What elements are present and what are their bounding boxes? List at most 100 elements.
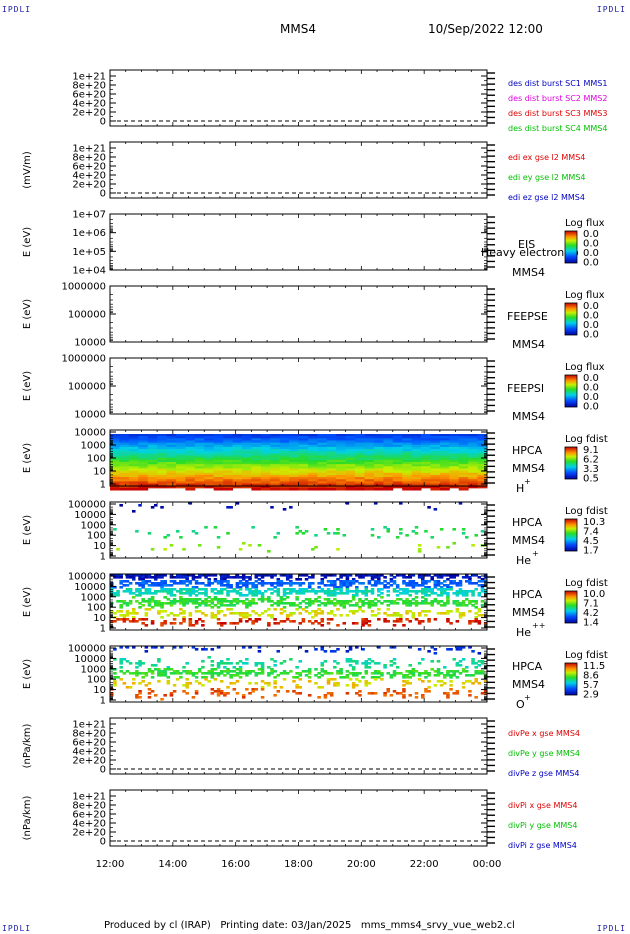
heatmap-cell [411,434,422,437]
heatmap-cell [232,674,237,677]
heatmap-cell [182,574,186,577]
heatmap-cell [477,672,482,675]
heatmap-cell [323,590,328,593]
heatmap-cell [317,434,328,437]
heatmap-cell [216,592,221,595]
heatmap-cell [414,584,419,587]
heatmap-cell [402,470,413,474]
heatmap-cell [389,646,394,649]
heatmap-cell [235,674,240,677]
colorbar-tick-label: 3.3 [583,464,599,475]
heatmap-cell [355,692,359,695]
heatmap-cell [468,459,479,463]
heatmap-cell [270,483,281,487]
heatmap-cell [210,674,215,677]
heatmap-cell [455,648,460,651]
heatmap-cell [295,596,299,599]
heatmap-cell [204,648,208,651]
heatmap-cell [458,582,463,585]
heatmap-cell [402,455,413,459]
heatmap-cell [279,487,290,491]
heatmap-cell [248,592,252,595]
heatmap-cell [122,658,127,661]
heatmap-cell [175,451,186,454]
heatmap-cell [204,464,215,467]
heatmap-cell [292,690,296,693]
heatmap-cell [207,596,211,599]
heatmap-cell [348,664,353,667]
heatmap-cell [270,672,274,675]
y-tick-label: 2e+20 [72,180,106,191]
heatmap-cell [289,474,299,478]
heatmap-cell [364,477,375,480]
heatmap-cell [125,610,130,613]
heatmap-cell [223,462,234,465]
heatmap-cell [204,446,215,450]
heatmap-cell [389,600,394,603]
heatmap-cell [339,600,343,603]
heatmap-cell [480,586,485,589]
heatmap-cell [175,600,180,603]
heatmap-cell [345,487,356,491]
heatmap-cell [141,574,145,577]
heatmap-cell [251,584,255,587]
heatmap-cell [427,690,431,693]
heatmap-cell [153,664,158,667]
heatmap-cell [402,438,413,441]
heatmap-cell [166,455,177,459]
heatmap-cell [185,451,196,454]
heatmap-cell [402,580,406,583]
heatmap-cell [201,612,205,615]
heatmap-cell [273,676,277,679]
heatmap-cell [307,457,318,461]
heatmap-cell [449,451,460,454]
heatmap-cell [355,457,365,461]
heatmap-cell [430,470,441,474]
heatmap-cell [461,614,466,617]
heatmap-cell [185,576,189,579]
heatmap-cell [417,620,422,623]
heatmap-cell [446,592,450,595]
heatmap-cell [421,477,431,480]
heatmap-cell [204,440,215,444]
heatmap-cell [307,440,318,444]
heatmap-cell [295,608,299,611]
heatmap-cell [336,481,347,485]
heatmap-cell [169,622,174,625]
heatmap-cell [389,674,394,677]
heatmap-cell [458,481,469,485]
heatmap-cell [194,444,205,448]
heatmap-cell [430,455,441,459]
heatmap-cell [414,600,419,603]
panel-frame [109,69,488,127]
heatmap-cell [113,676,117,679]
heatmap-cell [439,672,444,675]
heatmap-cell [392,674,397,677]
colorbar-tick-label: 0.0 [583,229,599,240]
heatmap-cell [458,455,469,459]
heatmap-cell [144,672,149,675]
heatmap-cell [345,479,356,482]
heatmap-cell [204,485,215,489]
heatmap-cell [373,436,384,439]
heatmap-cell [232,455,243,459]
heatmap-cell [282,670,287,673]
heatmap-cell [194,576,199,579]
heatmap-cell [345,464,356,467]
heatmap-cell [367,600,372,603]
heatmap-cell [270,592,274,595]
heatmap-cell [326,618,331,621]
heatmap-cell [213,580,218,583]
heatmap-cell [175,530,180,533]
heatmap-cell [430,604,434,607]
heatmap-cell [320,674,325,677]
heatmap-cell [408,694,412,697]
heatmap-cell [191,590,196,593]
heatmap-cell [119,483,130,487]
heatmap-cell [289,442,299,446]
heatmap-cell [226,658,230,661]
heatmap-cell [138,696,142,699]
heatmap-cell [421,472,431,476]
instrument-label: FEEPSI [507,382,544,395]
colorbar [564,302,578,336]
